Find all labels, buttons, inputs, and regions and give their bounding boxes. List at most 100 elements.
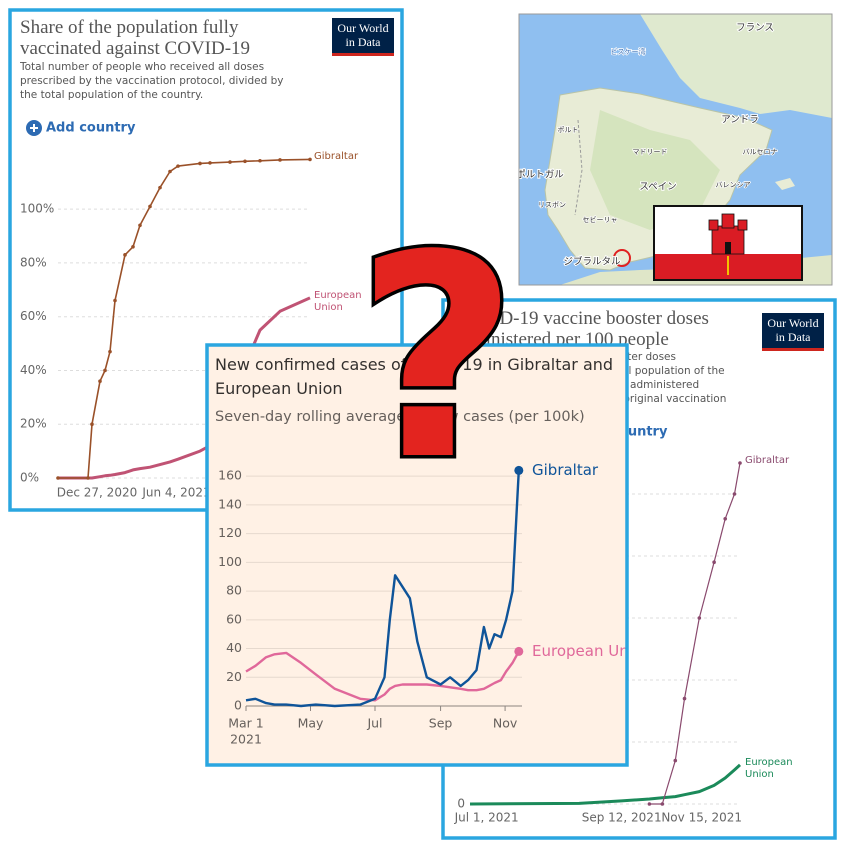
marker — [228, 160, 232, 164]
marker — [131, 244, 135, 249]
y-tick-label: 0% — [20, 471, 39, 485]
castle-tower — [721, 213, 735, 229]
x-tick-label: Nov 15, 2021 — [661, 811, 742, 825]
marker — [113, 298, 117, 303]
map-label: ビスケー湾 — [611, 47, 646, 56]
marker — [647, 802, 652, 806]
y-tick-label: 0 — [457, 797, 465, 811]
y-tick-label: 100% — [20, 202, 54, 216]
island — [775, 178, 795, 190]
x-tick-label: Sep 12, 2021 — [582, 811, 662, 825]
map-label: ポルトガル — [516, 170, 564, 181]
map-label: マドリード — [633, 148, 668, 156]
chart-subtitle-box: Total number of people who received all … — [20, 61, 284, 101]
map-label: フランス — [736, 23, 774, 34]
end-dot — [514, 465, 524, 475]
button-plus — [30, 124, 38, 132]
add-country-button[interactable]: Add country — [26, 120, 136, 136]
marker — [712, 560, 716, 564]
marker — [98, 379, 102, 384]
y-tick-label: 80 — [226, 583, 242, 598]
map-label: ポルト — [558, 126, 579, 134]
y-tick-label: 140 — [218, 496, 242, 511]
marker — [198, 161, 202, 166]
land-relief — [590, 110, 720, 230]
logo-bg — [762, 313, 824, 351]
land — [640, 14, 832, 118]
map-label: スペイン — [639, 182, 676, 193]
chart-subtitle-box: Seven-day rolling average of new cases (… — [215, 409, 585, 425]
marker — [738, 461, 742, 465]
castle-door — [725, 242, 731, 254]
end-dot — [514, 646, 524, 656]
button-label[interactable]: Add country — [46, 121, 136, 136]
y-tick-label: 40 — [226, 640, 242, 655]
map-label: バルセロナ — [743, 148, 778, 156]
x-tick-label: Dec 27, 2020 — [57, 486, 137, 500]
y-tick-label: 60% — [20, 309, 47, 323]
series-label: European Union — [532, 642, 652, 660]
series-label: Gibraltar — [532, 461, 599, 479]
marker — [148, 204, 152, 209]
series-label-box: European Union — [745, 756, 793, 780]
castle-tower — [708, 219, 719, 231]
series-line — [245, 650, 520, 702]
chart-title: New confirmed cases of Covid-19 in Gibra… — [215, 355, 614, 398]
map-label: セビーリャ — [583, 215, 618, 224]
marker — [56, 476, 60, 480]
logo: Our World in Data — [337, 21, 389, 49]
marker — [697, 616, 702, 620]
y-tick-label: 80% — [20, 255, 47, 269]
series-line — [245, 470, 520, 708]
marker — [90, 422, 94, 427]
chart-title-box: New confirmed cases of Covid-19 in Gibra… — [215, 355, 614, 398]
y-tick-label: 40% — [20, 363, 47, 377]
chart-title: Share of the population fully vaccinated… — [20, 17, 251, 59]
series-label-box: Gibraltar — [745, 455, 789, 466]
map-label: アンドラ — [721, 115, 759, 126]
panel-content: Share of the population fully vaccinated… — [20, 17, 394, 500]
marker — [138, 223, 142, 228]
chart-subtitle: Total number of people who received all … — [20, 61, 284, 101]
x-tick-label: Jul 1, 2021 — [454, 811, 519, 825]
series-label-box: Gibraltar — [314, 151, 359, 163]
y-tick-label: 20 — [226, 669, 242, 684]
marker — [673, 758, 678, 763]
logo: Our World in Data — [767, 316, 819, 344]
marker — [278, 158, 282, 162]
castle-tower — [737, 219, 748, 231]
x-tick-label: Jun 4, 2021 — [141, 486, 210, 500]
marker — [103, 368, 107, 373]
marker — [243, 159, 247, 164]
border — [574, 119, 583, 216]
y-tick-label: 60 — [226, 611, 242, 626]
marker — [158, 185, 162, 190]
x-tick-label: Nov — [493, 716, 518, 731]
x-tick-label: Jul — [366, 716, 382, 731]
marker — [176, 164, 180, 168]
y-tick-label: 0 — [234, 698, 242, 713]
highlight — [613, 249, 631, 267]
marker — [108, 349, 112, 354]
x-tick-label: Sep — [429, 716, 453, 731]
marker — [660, 802, 665, 806]
y-tick-label: 120 — [218, 525, 242, 540]
series-label: Gibraltar — [314, 151, 359, 163]
marker — [86, 476, 90, 480]
y-tick-label: 160 — [218, 468, 242, 483]
x-year-label: 2021 — [230, 732, 262, 747]
marker — [682, 696, 687, 701]
map-border — [518, 13, 833, 286]
marker — [258, 158, 262, 163]
y-tick-label: 100 — [218, 554, 242, 569]
marker — [208, 161, 212, 165]
logo-bg — [332, 18, 394, 56]
y-tick-label: 20% — [20, 417, 47, 431]
map-label: リスボン — [538, 201, 566, 209]
series-label: European Union — [745, 756, 793, 780]
